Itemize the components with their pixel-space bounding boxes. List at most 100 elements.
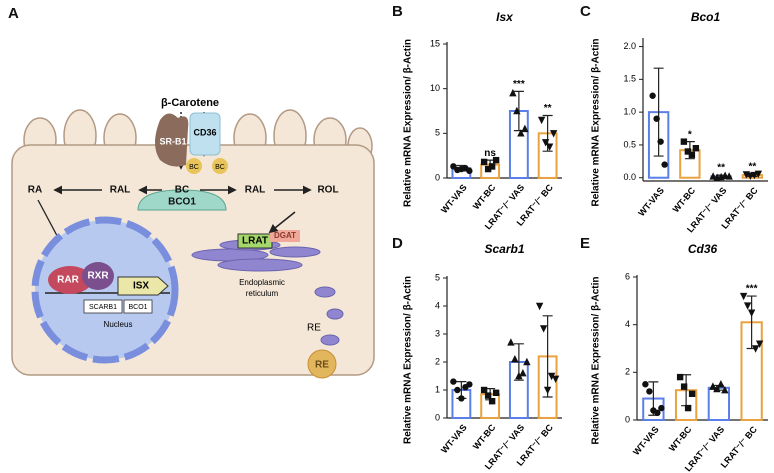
data-point [521, 124, 529, 133]
chart-title: Scarb1 [484, 242, 524, 256]
significance-label: * [688, 129, 692, 140]
y-tick-label: 1.0 [623, 107, 636, 117]
panel-letter: E [580, 235, 590, 252]
gene-box [123, 299, 153, 314]
significance-label: ** [544, 103, 552, 114]
y-tick-label: 3 [435, 328, 440, 338]
x-tick-label: WT-BC [471, 182, 498, 211]
nucleus [31, 216, 179, 364]
significance-label: ** [717, 163, 725, 174]
data-point [543, 386, 552, 395]
significance-label: ** [748, 161, 756, 172]
label: SCARB1 [89, 304, 117, 311]
data-point [751, 345, 760, 353]
y-tick-label: 5 [435, 272, 440, 282]
y-axis-label: Relative mRNA Expression/ β-Actin [403, 276, 414, 444]
label: RE [315, 360, 329, 371]
isx-gene [117, 276, 169, 296]
data-point [545, 143, 554, 151]
label: BCO1 [168, 197, 196, 208]
label: BC [189, 164, 199, 171]
label: RAR [57, 275, 79, 286]
error-bar [542, 315, 553, 398]
data-point [466, 167, 473, 175]
x-tick-label: WT-BC [667, 424, 694, 453]
data-point [484, 165, 492, 173]
y-tick-label: 0.0 [623, 172, 636, 182]
panel-letter: D [392, 235, 403, 252]
data-point [688, 390, 696, 397]
label: DGAT [274, 231, 296, 240]
y-tick-label: 15 [430, 38, 440, 48]
y-tick-label: 4 [625, 319, 630, 329]
label: reticulum [246, 289, 279, 298]
data-point [754, 170, 763, 178]
label: ROL [317, 185, 338, 196]
label: Endoplasmic [239, 278, 285, 287]
data-point [523, 357, 531, 366]
data-point [654, 409, 661, 417]
data-point [549, 130, 558, 138]
bc-dot [186, 158, 202, 174]
y-axis-label: Relative mRNA Expression/ β-Actin [591, 277, 602, 445]
data-point [458, 395, 465, 402]
data-point [725, 172, 733, 180]
data-point [684, 148, 692, 155]
data-point [658, 404, 665, 412]
gene-box [83, 299, 123, 314]
data-point [488, 398, 496, 405]
y-tick-label: 4 [435, 300, 440, 310]
data-point [488, 163, 496, 170]
label: β-Carotene [161, 97, 219, 109]
panel-letter: B [392, 3, 403, 20]
panel-letter: A [8, 5, 19, 22]
panel-letter: C [580, 3, 591, 20]
data-point [515, 371, 523, 380]
bc-dot [212, 158, 228, 174]
data-point [484, 392, 492, 399]
data-point [709, 172, 717, 180]
data-point [537, 116, 546, 125]
data-point [713, 384, 721, 393]
data-point [511, 355, 519, 363]
arrow [268, 211, 296, 234]
data-point [480, 158, 488, 166]
y-tick-label: 0 [435, 412, 440, 422]
y-tick-label: 1 [435, 384, 440, 394]
chart-title: Isx [496, 10, 514, 24]
label: CD36 [193, 127, 216, 137]
y-axis-label: Relative mRNA Expression/ β-Actin [403, 39, 414, 207]
data-point [519, 369, 527, 377]
data-point [450, 378, 457, 385]
x-tick-label: WT-BC [671, 185, 698, 214]
data-point [692, 145, 700, 152]
chart-title: Cd36 [688, 242, 718, 256]
data-point [517, 129, 525, 137]
srb1 [155, 113, 189, 167]
data-point [535, 302, 544, 311]
data-point [680, 383, 688, 390]
y-tick-label: 0 [625, 414, 630, 424]
data-point [688, 151, 696, 158]
y-tick-label: 1.5 [623, 74, 636, 84]
data-point [709, 382, 717, 390]
label: RAL [245, 185, 266, 196]
label: RAL [110, 185, 131, 196]
rar [48, 266, 92, 294]
label: RA [28, 185, 42, 196]
diagram: A β-Carotene SR-B1 CD36 BC BC BC BCO1 RA… [8, 5, 375, 379]
data-point [747, 309, 756, 317]
significance-label: ns [484, 148, 496, 159]
label: BC [175, 185, 189, 196]
label: BC [215, 164, 225, 171]
data-point [454, 386, 461, 394]
vesicles [314, 286, 344, 346]
data-point [676, 373, 684, 381]
data-point [513, 106, 521, 115]
charts: B Isx Relative mRNA Expression/ β-Actin 0 5 1… [392, 3, 768, 473]
data-point [661, 161, 668, 168]
bco1-enzyme [137, 189, 227, 211]
data-point [492, 156, 500, 164]
data-point [750, 171, 759, 180]
